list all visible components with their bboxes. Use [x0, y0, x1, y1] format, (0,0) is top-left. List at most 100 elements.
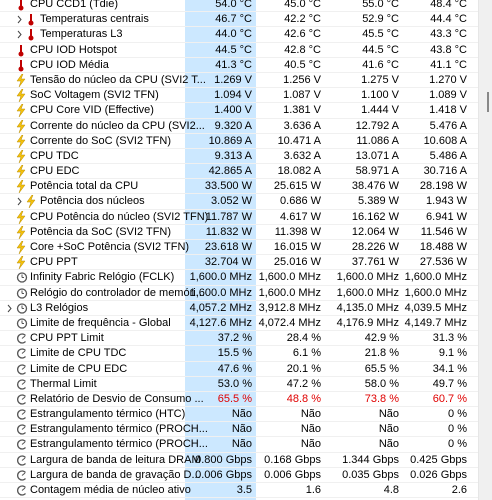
- sensor-row[interactable]: Potência da SoC (SVI2 TFN) 11.832 W 11.398…: [0, 225, 478, 240]
- sensor-name: CPU PPT: [30, 256, 78, 269]
- sensor-icon: [16, 240, 26, 257]
- sensor-name: Corrente do SoC (SVI2 TFN): [30, 134, 172, 147]
- sensor-row[interactable]: Largura de banda de leitura DRAM 0.800 Gb…: [0, 453, 478, 468]
- sensor-row[interactable]: Contagem média de núcleo ativo 3.5 1.6 4.8 2…: [0, 483, 478, 499]
- expand-arrow[interactable]: [16, 28, 24, 44]
- current-value: 65.5 %: [217, 392, 252, 405]
- average-value: 43.3 °C: [430, 28, 467, 41]
- sensor-name: Limite de frequência - Global: [30, 316, 171, 329]
- average-value: 27.536 W: [419, 256, 467, 269]
- sensor-row[interactable]: Temperaturas L3 44.0 °C 42.6 °C 45.5 °C 43.3…: [0, 27, 478, 44]
- sensor-row[interactable]: Tensão do núcleo da CPU (SVI2 T... 1.269 …: [0, 73, 478, 89]
- maximum-value: 0.035 Gbps: [342, 468, 399, 481]
- average-value: 49.7 %: [432, 377, 467, 390]
- minimum-value: 40.5 °C: [284, 58, 321, 71]
- sensor-icon: [16, 180, 26, 196]
- sensor-name: Infinity Fabric Relógio (FCLK): [30, 271, 175, 284]
- sensor-row[interactable]: CPU Core VID (Effective) 1.400 V 1.381 V 1.…: [0, 103, 478, 120]
- sensor-icon: [26, 28, 36, 44]
- sensor-row[interactable]: CPU Potência do núcleo (SVI2 TFN) 11.787 …: [0, 210, 478, 225]
- average-value: 1.089 V: [429, 89, 467, 102]
- scroll-thumb[interactable]: [487, 92, 489, 112]
- maximum-value: 38.476 W: [351, 180, 399, 193]
- average-value: 28.198 W: [419, 180, 467, 193]
- current-value: 1,600.0 MHz: [189, 286, 252, 299]
- current-value: 37.2 %: [217, 332, 252, 345]
- minimum-value: 28.4 %: [286, 332, 321, 345]
- sensor-name: CPU CCD1 (Tdie): [30, 0, 119, 10]
- sensor-name: SoC Voltagem (SVI2 TFN): [30, 89, 159, 102]
- expand-arrow[interactable]: [6, 302, 14, 318]
- minimum-value: 3,912.8 MHz: [258, 301, 321, 314]
- current-value: 41.3 °C: [215, 58, 252, 71]
- sensor-row[interactable]: Limite de CPU TDC 15.5 % 6.1 % 21.8 % 9.1 %: [0, 346, 478, 362]
- maximum-value: 16.162 W: [351, 210, 399, 223]
- sensor-row[interactable]: Estrangulamento térmico (HTC) Não Não Não 0 …: [0, 407, 478, 423]
- sensor-name: CPU PPT Limit: [30, 332, 104, 345]
- minimum-value: 42.2 °C: [284, 13, 321, 26]
- sensor-row[interactable]: Infinity Fabric Relógio (FCLK) 1,600.0 MH…: [0, 270, 478, 286]
- sensor-icon: [16, 332, 28, 348]
- sensor-icon: [16, 363, 28, 379]
- sensor-name: Largura de banda de leitura DRAM: [30, 453, 201, 466]
- current-value: 15.5 %: [217, 347, 252, 360]
- minimum-value: 42.8 °C: [284, 43, 321, 56]
- minimum-value: 4,072.4 MHz: [258, 316, 321, 329]
- sensor-row[interactable]: CPU PPT 32.704 W 25.016 W 37.761 W 27.536 W: [0, 255, 478, 271]
- maximum-value: 52.9 °C: [362, 13, 399, 26]
- scrollbar[interactable]: [478, 0, 492, 500]
- maximum-value: 4,135.0 MHz: [336, 301, 399, 314]
- sensor-name: Largura de banda de gravação D...: [30, 468, 201, 481]
- sensor-name: L3 Relógios: [30, 301, 89, 314]
- expand-arrow[interactable]: [16, 13, 24, 29]
- average-value: 5.476 A: [429, 119, 467, 132]
- sensor-name: Thermal Limit: [30, 377, 97, 390]
- sensor-row[interactable]: Limite de CPU EDC 47.6 % 20.1 % 65.5 % 34.1 …: [0, 362, 478, 377]
- sensor-row[interactable]: Core +SoC Potência (SVI2 TFN) 23.618 W 16.…: [0, 240, 478, 257]
- current-value: 44.0 °C: [215, 28, 252, 41]
- sensor-icon: [16, 104, 26, 120]
- expand-arrow[interactable]: [16, 195, 24, 211]
- minimum-value: 1,600.0 MHz: [258, 271, 321, 284]
- current-column-highlight: [185, 0, 256, 500]
- sensor-row[interactable]: Estrangulamento térmico (PROCH... Não Não N…: [0, 422, 478, 439]
- minimum-value: Não: [300, 438, 321, 451]
- sensor-row[interactable]: Estrangulamento térmico (PROCH... Não Não N…: [0, 437, 478, 454]
- average-value: 1,600.0 MHz: [404, 271, 467, 284]
- sensor-row[interactable]: Potência total da CPU 33.500 W 25.615 W 38.…: [0, 179, 478, 196]
- minimum-value: 1.256 V: [283, 73, 321, 86]
- average-value: 5.486 A: [429, 149, 467, 162]
- sensor-row[interactable]: Thermal Limit 53.0 % 47.2 % 58.0 % 49.7 %: [0, 377, 478, 392]
- current-value: 1.269 V: [214, 73, 252, 86]
- sensor-row[interactable]: Potência dos núcleos 3.052 W 0.686 W 5.389 …: [0, 194, 478, 211]
- sensor-name: Temperaturas centrais: [40, 13, 149, 26]
- average-value: 18.488 W: [419, 241, 467, 253]
- sensor-row[interactable]: CPU PPT Limit 37.2 % 28.4 % 42.9 % 31.3 %: [0, 331, 478, 348]
- sensor-row[interactable]: Relatório de Desvio de Consumo ... 65.5 %…: [0, 392, 478, 408]
- current-value: 11.787 W: [205, 210, 252, 223]
- sensor-row[interactable]: Limite de frequência - Global 4,127.6 MHz…: [0, 316, 478, 332]
- sensor-icon: [16, 423, 28, 439]
- sensor-name: Potência da SoC (SVI2 TFN): [30, 225, 172, 238]
- minimum-value: 1.6: [305, 484, 321, 496]
- average-value: 30.716 A: [423, 165, 467, 178]
- sensor-row[interactable]: SoC Voltagem (SVI2 TFN) 1.094 V 1.087 V 1.1…: [0, 88, 478, 104]
- current-value: 42.865 A: [208, 165, 252, 178]
- sensor-row[interactable]: CPU IOD Média 41.3 °C 40.5 °C 41.6 °C 41.1 °…: [0, 58, 478, 73]
- sensor-row[interactable]: Corrente do núcleo da CPU (SVI2... 9.320 …: [0, 119, 478, 134]
- sensor-row[interactable]: Corrente do SoC (SVI2 TFN) 10.869 A 10.471…: [0, 134, 478, 149]
- sensor-name: CPU Core VID (Effective): [30, 104, 154, 117]
- sensor-row[interactable]: Relógio do controlador de memóri... 1,600…: [0, 286, 478, 301]
- sensor-row[interactable]: L3 Relógios 4,057.2 MHz 3,912.8 MHz 4,135.0…: [0, 301, 478, 316]
- sensor-row[interactable]: Largura de banda de gravação D... 0.006 G…: [0, 468, 478, 483]
- current-value: 1.094 V: [214, 89, 252, 102]
- sensor-row[interactable]: CPU CCD1 (Tdie) 54.0 °C 45.0 °C 55.0 °C 48.4…: [0, 0, 478, 13]
- sensor-row[interactable]: CPU EDC 42.865 A 18.082 A 58.971 A 30.716 A: [0, 164, 478, 180]
- maximum-value: 1.444 V: [361, 104, 399, 117]
- sensor-row[interactable]: CPU IOD Hotspot 44.5 °C 42.8 °C 44.5 °C 43.8…: [0, 43, 478, 58]
- sensor-row[interactable]: CPU TDC 9.313 A 3.632 A 13.071 A 5.486 A: [0, 149, 478, 165]
- average-value: 34.1 %: [432, 362, 467, 375]
- sensor-row[interactable]: Temperaturas centrais 46.7 °C 42.2 °C 52.9 …: [0, 12, 478, 29]
- sensor-icon: [16, 438, 28, 454]
